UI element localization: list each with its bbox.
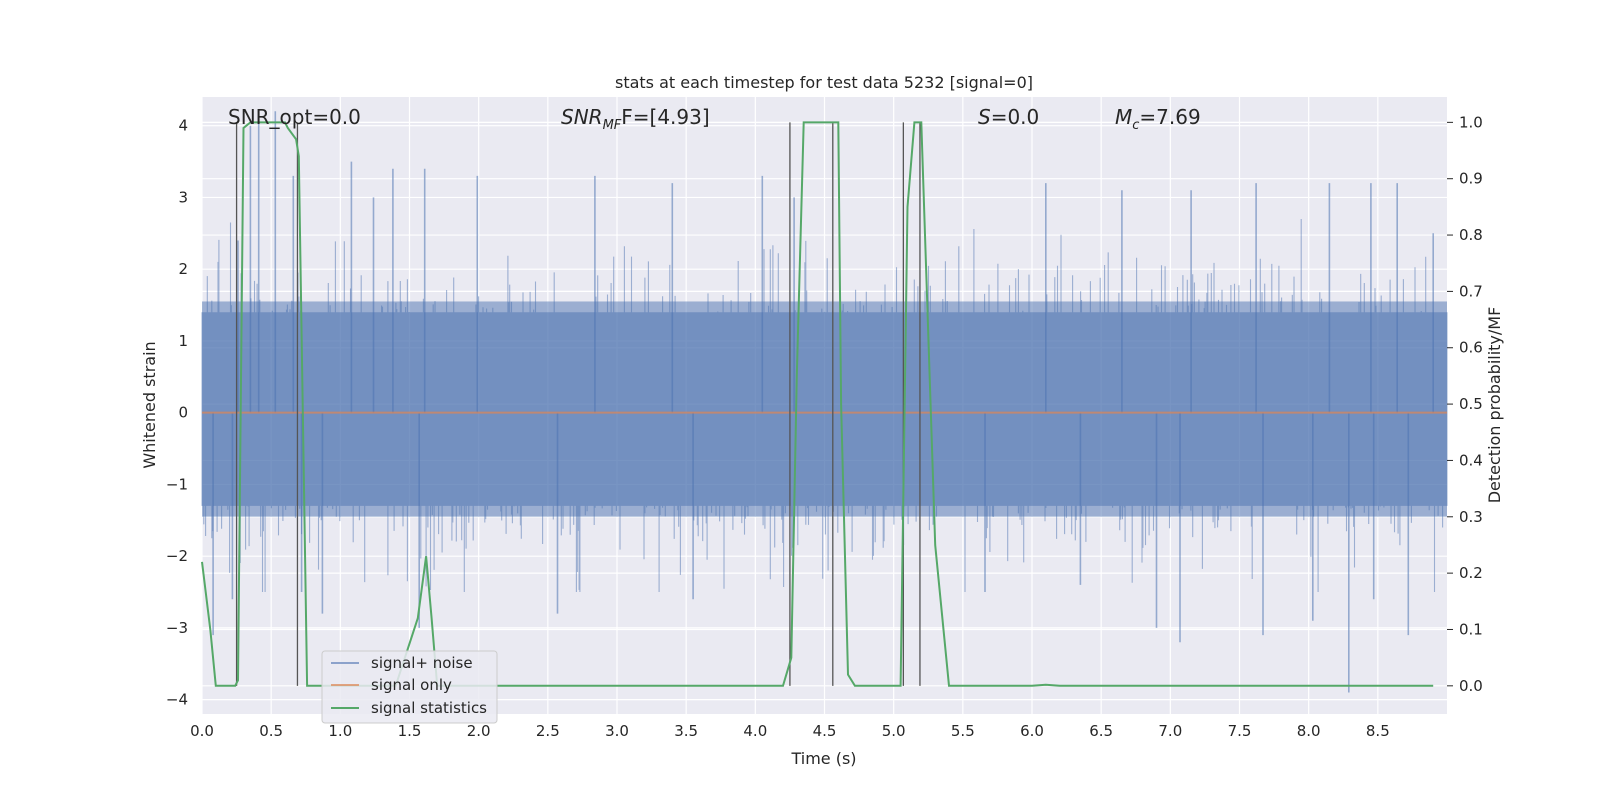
noise-trace	[201, 219, 1448, 592]
y-tick-label-left: 4	[178, 117, 188, 135]
x-ticks: 0.0 0.5 1.0 1.5 2.0 2.5 3.0 3.5 4.0 4.5 5.0 5.5 6.0 6…	[190, 722, 1390, 740]
y-ticks-right: 0.0 0.1 0.2 0.3 0.4 0.5 0.6 0.7 0.8 0.9 1.0	[1447, 113, 1483, 695]
x-tick-label: 3.5	[674, 722, 698, 740]
y-tick-label-right: 1.0	[1459, 113, 1483, 131]
y-tick-label-right: 0.4	[1459, 451, 1483, 469]
x-tick-label: 3.0	[605, 722, 629, 740]
annotation-snr-mf-suffix: F=[4.93]	[621, 105, 709, 129]
x-tick-label: 8.0	[1297, 722, 1321, 740]
y-tick-label-right: 0.6	[1459, 339, 1483, 357]
signal-statistics-line	[201, 121, 1434, 687]
x-tick-label: 5.0	[882, 722, 906, 740]
y-tick-label-left: 1	[178, 332, 188, 350]
y-tick-label-left: 3	[178, 188, 188, 206]
y-tick-label-right: 0.8	[1459, 226, 1483, 244]
y-tick-label-left: −3	[166, 619, 188, 637]
legend-box	[321, 650, 498, 724]
x-tick-label: 6.0	[1020, 722, 1044, 740]
x-tick-label: 7.5	[1228, 722, 1252, 740]
x-tick-label: 0.0	[190, 722, 214, 740]
y-tick-label-left: −1	[166, 475, 188, 493]
x-tick-label: 6.5	[1089, 722, 1113, 740]
annotation-snr-mf: SNRMFF=[4.93]	[561, 105, 710, 133]
x-tick-label: 4.0	[743, 722, 767, 740]
y-ticks-left: −4 −3 −2 −1 0 1 2 3 4	[166, 117, 188, 709]
y-tick-label-right: 0.2	[1459, 564, 1483, 582]
x-tick-label: 2.0	[467, 722, 491, 740]
noise-spikes	[212, 111, 1434, 693]
annotation-snr-opt: SNR_opt=0.0	[228, 105, 361, 129]
annotation-mc-suffix: =7.69	[1139, 105, 1200, 129]
y-tick-label-right: 0.9	[1459, 170, 1483, 188]
legend-label-signal: signal only	[371, 676, 452, 694]
legend-label-stats: signal statistics	[371, 699, 487, 717]
y-tick-label-right: 0.0	[1459, 677, 1483, 695]
y-tick-label-right: 0.5	[1459, 395, 1483, 413]
x-tick-label: 2.5	[536, 722, 560, 740]
x-tick-label: 0.5	[259, 722, 283, 740]
chart-title: stats at each timestep for test data 523…	[615, 73, 1033, 92]
annotation-mc: Mc=7.69	[1115, 105, 1201, 133]
vertical-markers	[235, 122, 921, 686]
annotation-snr-mf-sub: MF	[603, 118, 622, 133]
annotation-snr-mf-prefix: SNR	[561, 105, 603, 129]
y-tick-label-right: 0.1	[1459, 620, 1483, 638]
x-tick-label: 4.5	[813, 722, 837, 740]
y-tick-label-left: 2	[178, 260, 188, 278]
annotation-s-prefix: S	[978, 105, 991, 129]
annotation-s-suffix: =0.0	[991, 105, 1040, 129]
x-axis-label: Time (s)	[790, 749, 856, 768]
x-tick-label: 7.0	[1158, 722, 1182, 740]
x-tick-label: 1.0	[328, 722, 352, 740]
y-tick-label-left: 0	[178, 404, 188, 422]
y-tick-label-left: −4	[166, 691, 188, 709]
x-tick-label: 5.5	[951, 722, 975, 740]
annotation-s: S=0.0	[978, 105, 1039, 129]
x-tick-label: 1.5	[398, 722, 422, 740]
noise-series	[201, 111, 1448, 693]
annotation-mc-prefix: M	[1115, 105, 1132, 129]
y-tick-label-right: 0.7	[1459, 282, 1483, 300]
annotation-mc-sub: c	[1132, 118, 1139, 133]
x-tick-label: 8.5	[1366, 722, 1390, 740]
y-axis-label-left: Whitened strain	[140, 341, 159, 468]
y-tick-label-right: 0.3	[1459, 508, 1483, 526]
legend-label-noise: signal+ noise	[371, 654, 473, 672]
y-axis-label-right: Detection probability/MF	[1485, 307, 1504, 504]
legend: signal+ noise signal only signal statist…	[321, 650, 498, 724]
y-tick-label-left: −2	[166, 547, 188, 565]
